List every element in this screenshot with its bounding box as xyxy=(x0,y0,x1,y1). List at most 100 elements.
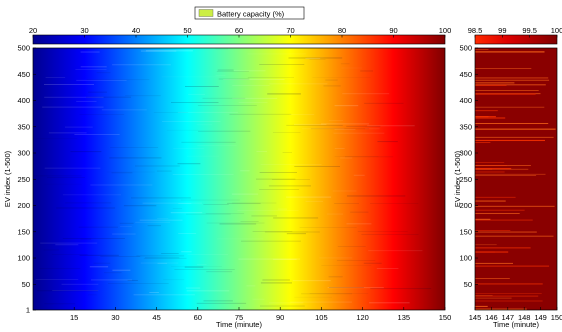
main-heatmap-row-variation xyxy=(268,185,311,187)
main-heatmap-row-variation xyxy=(86,79,150,81)
zoom-x-tick-label: 148 xyxy=(518,313,531,322)
zoom-y-tick-label: 250 xyxy=(459,175,472,184)
main-colorbar-tick-label: 20 xyxy=(29,26,37,35)
zoom-y-tick-label: 200 xyxy=(459,201,472,210)
main-heatmap-row-variation xyxy=(334,129,356,130)
main-heatmap-row-variation xyxy=(79,114,125,115)
main-heatmap-row-variation xyxy=(186,213,231,215)
main-heatmap-row-variation xyxy=(376,268,399,269)
main-heatmap-row-variation xyxy=(37,290,98,292)
main-heatmap-row-variation xyxy=(251,215,277,217)
main-heatmap-row-variation xyxy=(44,303,76,305)
main-heatmap-row-variation xyxy=(329,120,344,121)
main-heatmap-row-variation xyxy=(223,79,285,80)
main-heatmap-row-variation xyxy=(370,203,419,204)
main-heatmap-row-variation xyxy=(218,78,250,80)
zoom-heatmap-row-variation xyxy=(475,49,489,50)
zoom-heatmap-row-variation xyxy=(475,175,537,176)
main-heatmap-row-variation xyxy=(93,262,111,264)
main-heatmap-row-variation xyxy=(177,163,201,165)
main-heatmap-row-variation xyxy=(181,251,192,253)
zoom-colorbar: 98.5 99 99.5 100 xyxy=(468,26,562,45)
main-heatmap-row-variation xyxy=(305,58,321,59)
main-heatmap-row-variation xyxy=(357,231,408,232)
main-heatmap-row-variation xyxy=(76,100,97,102)
zoom-heatmap-row-variation xyxy=(475,168,529,170)
main-heatmap-row-variation xyxy=(88,294,97,296)
zoom-y-tick-label: 450 xyxy=(459,70,472,79)
main-y-tick-label: 100 xyxy=(17,254,30,263)
main-x-axis-label: Time (minute) xyxy=(216,320,262,329)
main-heatmap-row-variation xyxy=(319,257,353,259)
main-heatmap-row-variation xyxy=(246,285,256,287)
zoom-heatmap-row-variation xyxy=(475,106,545,108)
main-heatmap-row-variation xyxy=(80,238,92,240)
zoom-x-tick-label: 150 xyxy=(551,313,562,322)
zoom-heatmap-row-variation xyxy=(475,300,543,302)
main-heatmap-row-variation xyxy=(240,170,250,172)
main-heatmap-row-variation xyxy=(180,199,240,201)
main-heatmap-row-variation xyxy=(328,276,343,278)
zoom-heatmap-row-variation xyxy=(475,165,507,167)
main-heatmap-row-variation xyxy=(174,269,235,270)
zoom-y-tick-label: 350 xyxy=(459,122,472,131)
main-heatmap-row-variation xyxy=(139,219,183,221)
main-heatmap-row-variation xyxy=(247,53,307,55)
main-heatmap-row-variation xyxy=(344,156,394,158)
main-heatmap-row-variation xyxy=(44,96,104,98)
main-heatmap-row-variation xyxy=(161,253,179,254)
main-heatmap-row-variation xyxy=(185,86,219,87)
main-heatmap-row-variation xyxy=(108,283,169,284)
zoom-x-tick-label: 146 xyxy=(485,313,498,322)
main-heatmap-row-variation xyxy=(205,213,245,215)
main-colorbar-tick-label: 30 xyxy=(80,26,88,35)
main-heatmap-row-variation xyxy=(147,225,161,227)
main-y-tick-label: 500 xyxy=(17,44,30,53)
main-heatmap-row-variation xyxy=(370,288,432,290)
zoom-colorbar-tick-label: 99.5 xyxy=(522,26,537,35)
main-heatmap-row-variation xyxy=(43,249,59,251)
main-y-tick-label: 300 xyxy=(17,149,30,158)
main-heatmap-row-variation xyxy=(88,91,107,93)
main-heatmap-row-variation xyxy=(247,77,294,78)
main-heatmap-row-variation xyxy=(145,50,193,52)
main-heatmap-row-variation xyxy=(232,97,278,99)
zoom-heatmap-row-variation xyxy=(475,173,546,175)
zoom-x-tick-label: 147 xyxy=(502,313,515,322)
legend-box xyxy=(194,6,305,20)
legend-label: Battery capacity (%) xyxy=(217,10,285,19)
zoom-heatmap-row-variation xyxy=(475,251,495,253)
main-heatmap-row-variation xyxy=(39,268,81,269)
zoom-heatmap-row-variation xyxy=(475,295,539,297)
main-heatmap-row-variation xyxy=(80,51,100,53)
main-x-tick-label: 60 xyxy=(194,313,202,322)
main-heatmap-row-variation xyxy=(45,77,66,78)
main-heatmap-row-variation xyxy=(260,282,292,284)
main-heatmap-row-variation xyxy=(185,287,201,289)
main-heatmap-row-variation xyxy=(337,246,366,247)
main-heatmap-row-variation xyxy=(125,95,161,97)
main-heatmap-row-variation xyxy=(112,64,171,66)
zoom-y-tick-label: 300 xyxy=(459,149,472,158)
main-heatmap-row-variation xyxy=(286,124,343,126)
main-heatmap-row-variation xyxy=(74,134,120,135)
main-heatmap-row-variation xyxy=(340,63,350,65)
main-heatmap-row-variation xyxy=(294,166,340,167)
zoom-y-tick-label: 50 xyxy=(464,280,472,289)
zoom-heatmap-row-variation xyxy=(475,84,507,86)
main-x-tick-label: 30 xyxy=(111,313,119,322)
main-heatmap-row-variation xyxy=(238,102,268,103)
main-heatmap-row-variation xyxy=(143,257,187,259)
main-heatmap-row-variation xyxy=(127,280,138,281)
main-heatmap-row-variation xyxy=(327,287,384,289)
main-heatmap-row-variation xyxy=(333,132,385,134)
main-heatmap-row-variation xyxy=(140,262,179,264)
main-heatmap-row-variation xyxy=(272,179,310,180)
zoom-heatmap-row-variation xyxy=(475,79,550,81)
main-heatmap-row-variation xyxy=(260,164,322,165)
main-x-tick-label: 135 xyxy=(398,313,411,322)
main-heatmap-row-variation xyxy=(65,126,93,128)
main-heatmap-row-variation xyxy=(259,189,300,190)
zoom-y-tick-label: 400 xyxy=(459,96,472,105)
